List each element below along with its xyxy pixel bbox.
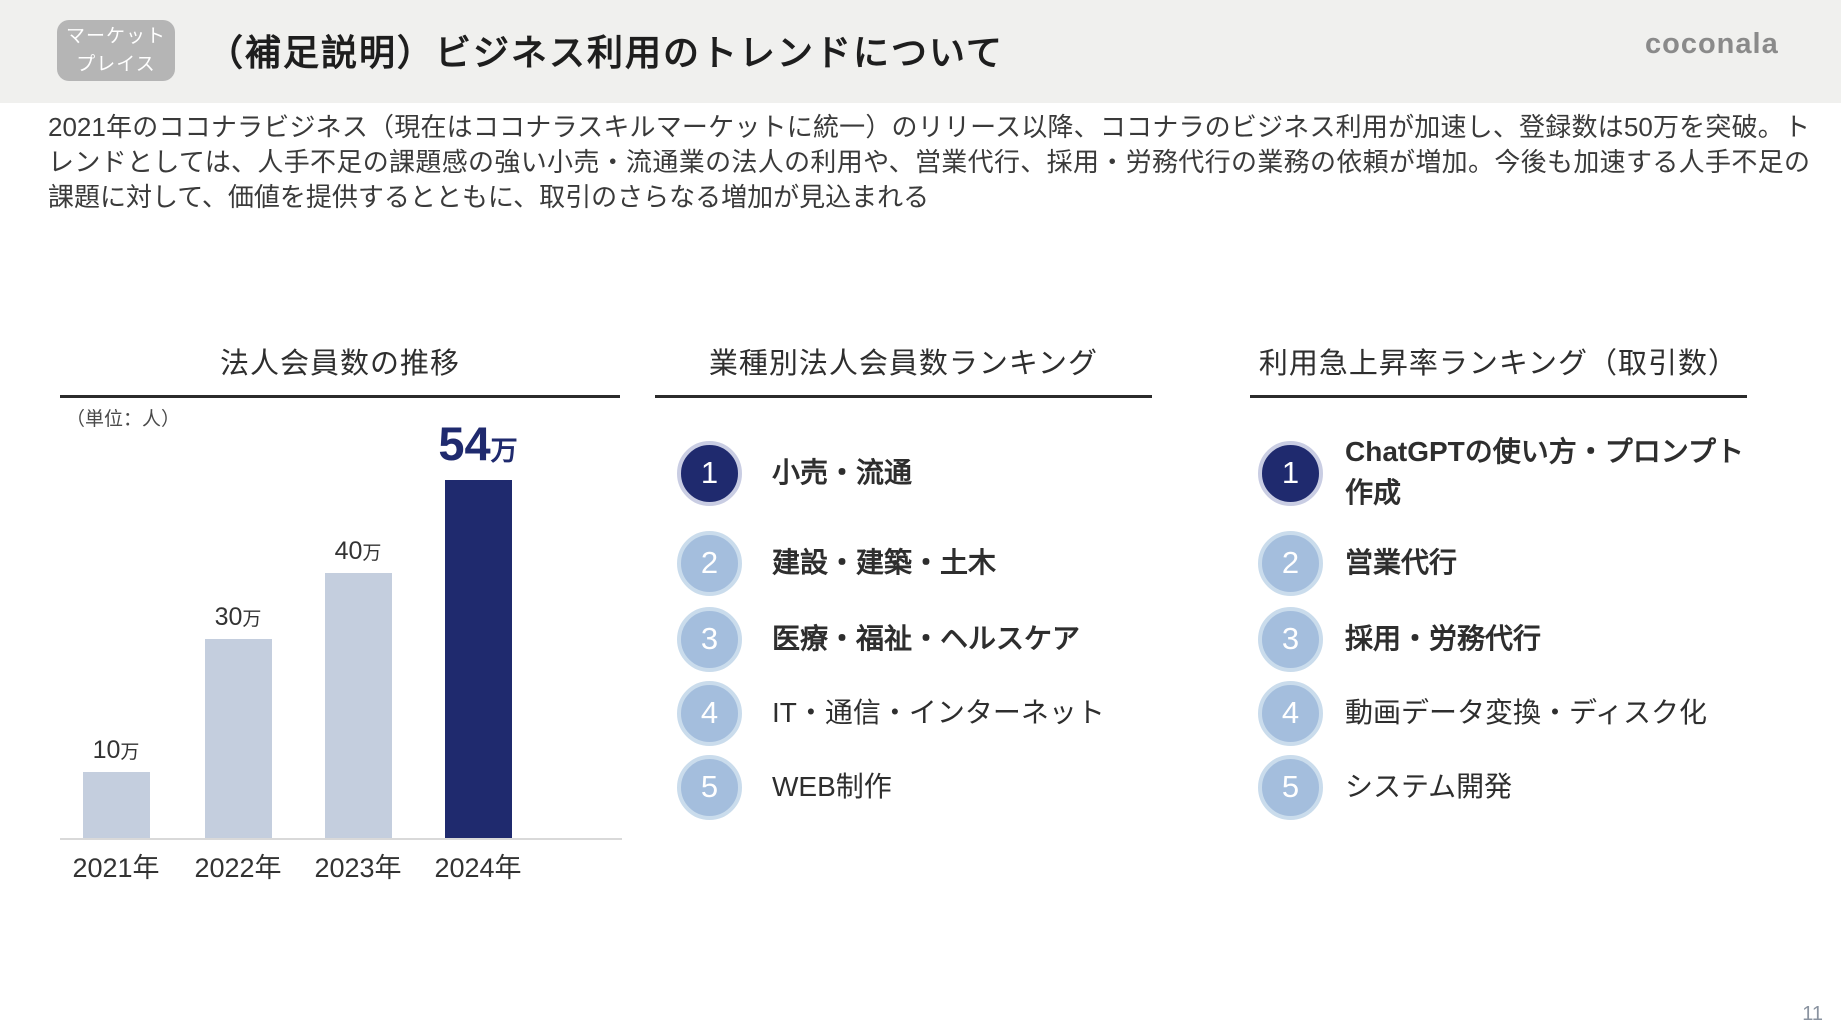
x-axis-label: 2021年	[72, 853, 160, 883]
chart-unit-label: （単位：人）	[66, 409, 181, 430]
bar-group: 40万	[298, 537, 418, 838]
bar-value-label: 40万	[334, 537, 382, 565]
ranking-item: 2 建設・建築・土木	[655, 530, 996, 596]
rank-badge: 4	[677, 680, 742, 746]
ranking-item-label: システム開発	[1345, 770, 1513, 802]
ranking-title-growth: 利用急上昇率ランキング（取引数）	[1250, 340, 1747, 398]
ranking-item-label: 医療・福祉・ヘルスケア	[772, 622, 1081, 654]
rank-badge: 5	[677, 754, 742, 820]
ranking-item: 3 医療・福祉・ヘルスケア	[655, 606, 1080, 672]
page-number: 11	[1802, 1003, 1823, 1025]
bar-group: 10万	[56, 736, 176, 838]
bar-value-label: 54万	[438, 417, 518, 470]
bar-group: 30万	[178, 603, 298, 838]
rank-badge: 4	[1258, 680, 1323, 746]
bar	[204, 639, 272, 838]
bar-value-label: 30万	[214, 603, 262, 631]
ranking-item-label: 営業代行	[1345, 546, 1458, 578]
coconala-logo: coconala	[1645, 28, 1779, 60]
rank-badge: 5	[1258, 754, 1323, 820]
ranking-item: 1 小売・流通	[655, 440, 912, 506]
ranking-item-label: 建設・建築・土木	[772, 546, 997, 578]
ranking-title-industry: 業種別法人会員数ランキング	[655, 340, 1152, 398]
intro-paragraph: 2021年のココナラビジネス（現在はココナラスキルマーケットに統一）のリリース以…	[48, 112, 1811, 212]
chart-title: 法人会員数の推移	[60, 340, 620, 398]
slide-title: （補足説明）ビジネス利用のトレンドについて	[207, 32, 1004, 73]
ranking-item: 3 採用・労務代行	[1250, 606, 1541, 672]
corporate-members-chart: 法人会員数の推移 （単位：人） 10万 30万 40万 54万 2021年 2022年 2…	[60, 340, 622, 900]
chart-baseline	[60, 838, 622, 840]
ranking-item-label: ChatGPTの使い方・プロンプト作成	[1345, 436, 1744, 508]
rank-badge: 3	[677, 606, 742, 672]
ranking-item: 4 動画データ変換・ディスク化	[1250, 680, 1707, 746]
ranking-item-label: WEB制作	[772, 770, 892, 802]
bar-group: 54万	[418, 416, 538, 838]
x-axis-label: 2023年	[314, 853, 402, 883]
rank-badge: 2	[1258, 530, 1323, 596]
marketplace-badge-line2: プレイス	[76, 53, 156, 75]
bar	[82, 772, 150, 838]
x-axis-label: 2022年	[194, 853, 282, 883]
ranking-item: 5 システム開発	[1250, 754, 1512, 820]
ranking-item-label: IT・通信・インターネット	[772, 696, 1105, 728]
ranking-item: 1 ChatGPTの使い方・プロンプト作成	[1250, 436, 1745, 508]
bar	[444, 480, 512, 838]
x-axis-label: 2024年	[434, 853, 522, 883]
bar-chart-plot: 10万 30万 40万 54万	[60, 417, 622, 840]
ranking-item: 4 IT・通信・インターネット	[655, 680, 1105, 746]
bar	[324, 573, 392, 838]
rank-badge: 1	[677, 440, 742, 506]
ranking-item-label: 採用・労務代行	[1345, 622, 1542, 654]
ranking-column-industry: 業種別法人会員数ランキング 1 小売・流通 2 建設・建築・土木 3 医療・福祉・ヘルスケ…	[655, 340, 1152, 900]
rank-badge: 2	[677, 530, 742, 596]
marketplace-badge-line1: マーケット	[65, 25, 166, 47]
slide-header: マーケット プレイス （補足説明）ビジネス利用のトレンドについて coconal…	[0, 0, 1841, 103]
ranking-item-label: 小売・流通	[772, 456, 913, 488]
marketplace-badge: マーケット プレイス	[57, 20, 175, 81]
bar-value-label: 10万	[92, 736, 140, 764]
ranking-item: 5 WEB制作	[655, 754, 892, 820]
ranking-column-growth: 利用急上昇率ランキング（取引数） 1 ChatGPTの使い方・プロンプト作成 2 営業…	[1250, 340, 1747, 900]
rank-badge: 3	[1258, 606, 1323, 672]
rank-badge: 1	[1258, 440, 1323, 506]
ranking-item: 2 営業代行	[1250, 530, 1457, 596]
ranking-item-label: 動画データ変換・ディスク化	[1345, 696, 1708, 728]
chart-x-axis: 2021年 2022年 2023年 2024年	[60, 846, 620, 883]
